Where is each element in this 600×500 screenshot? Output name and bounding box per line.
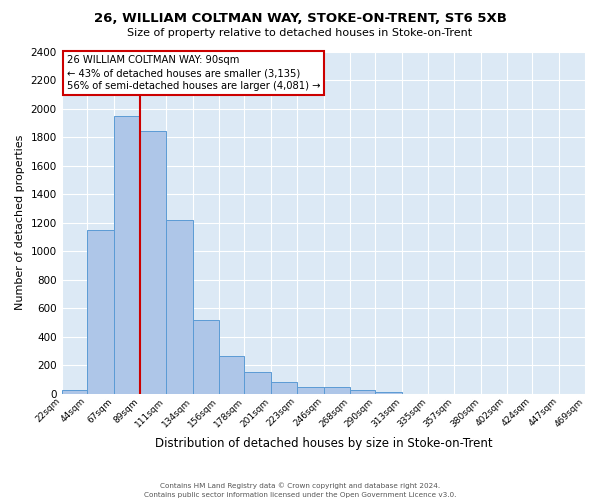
Text: 26 WILLIAM COLTMAN WAY: 90sqm
← 43% of detached houses are smaller (3,135)
56% o: 26 WILLIAM COLTMAN WAY: 90sqm ← 43% of d… (67, 55, 320, 92)
Bar (244, 372, 271, 394)
X-axis label: Distribution of detached houses by size in Stoke-on-Trent: Distribution of detached houses by size … (155, 437, 492, 450)
Bar (166, 220, 193, 394)
Bar (324, 386, 350, 394)
Bar (350, 390, 376, 394)
Bar (115, 116, 140, 394)
Text: Contains HM Land Registry data © Crown copyright and database right 2024.: Contains HM Land Registry data © Crown c… (160, 482, 440, 489)
Text: 26, WILLIAM COLTMAN WAY, STOKE-ON-TRENT, ST6 5XB: 26, WILLIAM COLTMAN WAY, STOKE-ON-TRENT,… (94, 12, 506, 26)
Y-axis label: Number of detached properties: Number of detached properties (15, 135, 25, 310)
Bar (218, 356, 244, 394)
Bar (376, 392, 403, 394)
Text: Size of property relative to detached houses in Stoke-on-Trent: Size of property relative to detached ho… (127, 28, 473, 38)
Text: Contains public sector information licensed under the Open Government Licence v3: Contains public sector information licen… (144, 492, 456, 498)
Bar (193, 320, 218, 394)
Bar (62, 390, 88, 394)
Bar (88, 230, 115, 394)
Bar (297, 386, 324, 394)
Bar (271, 382, 297, 394)
Bar (140, 132, 166, 394)
